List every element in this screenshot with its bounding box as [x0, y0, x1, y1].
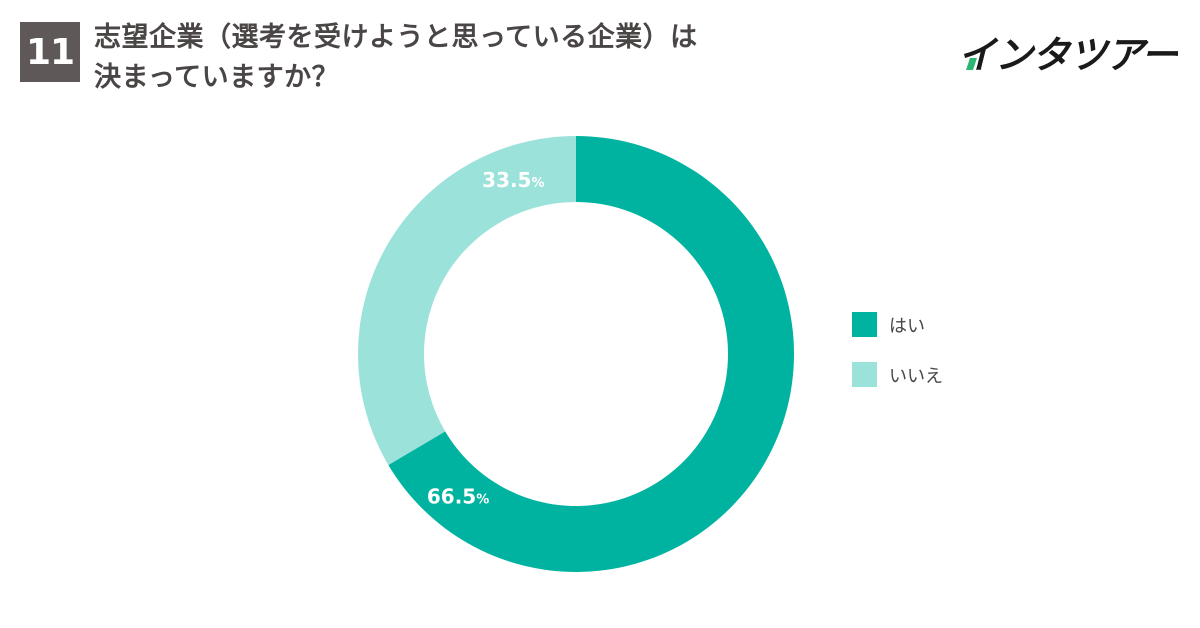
data-label-no: 33.5%: [482, 168, 544, 192]
question-title-line1: 志望企業（選考を受けようと思っている企業）は: [94, 22, 698, 53]
question-title: 志望企業（選考を受けようと思っている企業）は 決まっていますか？: [94, 18, 874, 98]
legend-swatch-yes: [852, 312, 877, 337]
legend-item-yes: はい: [852, 312, 943, 337]
question-number: 11: [20, 22, 80, 82]
legend-label-no: いいえ: [889, 365, 943, 387]
legend-swatch-no: [852, 362, 877, 387]
question-title-line2: 決まっていますか？: [94, 62, 340, 93]
brand-logo: インタツアー: [958, 24, 1178, 74]
slice-yes: [388, 136, 794, 572]
data-label-yes: 66.5%: [427, 485, 489, 509]
legend-item-no: いいえ: [852, 362, 943, 387]
chart-legend: はい いいえ: [852, 312, 943, 412]
slice-no: [358, 136, 576, 465]
brand-logo-text: インタツアー: [958, 33, 1178, 74]
legend-label-yes: はい: [889, 315, 925, 337]
